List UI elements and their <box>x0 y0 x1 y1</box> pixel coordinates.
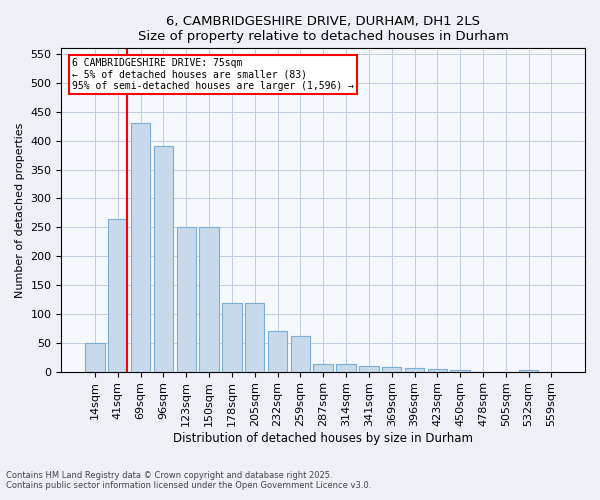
Bar <box>199 228 219 372</box>
Bar <box>245 304 265 372</box>
Bar <box>268 331 287 372</box>
Title: 6, CAMBRIDGESHIRE DRIVE, DURHAM, DH1 2LS
Size of property relative to detached h: 6, CAMBRIDGESHIRE DRIVE, DURHAM, DH1 2LS… <box>138 15 509 43</box>
X-axis label: Distribution of detached houses by size in Durham: Distribution of detached houses by size … <box>173 432 473 445</box>
Bar <box>108 218 127 372</box>
Bar <box>290 336 310 372</box>
Bar <box>359 366 379 372</box>
Text: Contains HM Land Registry data © Crown copyright and database right 2025.
Contai: Contains HM Land Registry data © Crown c… <box>6 470 371 490</box>
Bar <box>405 368 424 372</box>
Bar <box>176 228 196 372</box>
Bar <box>222 304 242 372</box>
Text: 6 CAMBRIDGESHIRE DRIVE: 75sqm
← 5% of detached houses are smaller (83)
95% of se: 6 CAMBRIDGESHIRE DRIVE: 75sqm ← 5% of de… <box>72 58 354 91</box>
Bar <box>313 364 333 372</box>
Bar <box>428 368 447 372</box>
Bar <box>382 367 401 372</box>
Bar <box>451 370 470 372</box>
Bar <box>131 124 150 372</box>
Bar <box>154 146 173 372</box>
Bar <box>519 370 538 372</box>
Y-axis label: Number of detached properties: Number of detached properties <box>15 122 25 298</box>
Bar <box>337 364 356 372</box>
Bar <box>85 342 104 372</box>
